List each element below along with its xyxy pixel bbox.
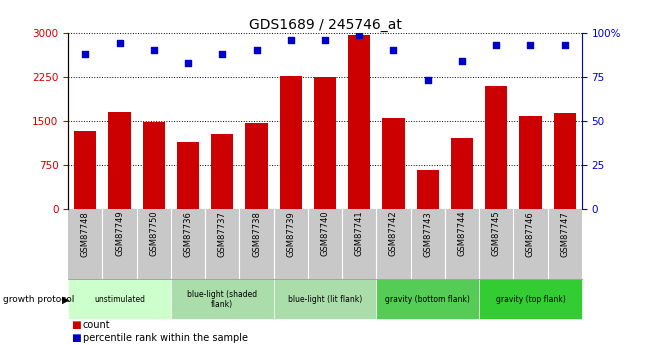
Text: unstimulated: unstimulated <box>94 295 145 304</box>
Text: GSM87745: GSM87745 <box>491 211 500 256</box>
Text: GSM87744: GSM87744 <box>458 211 467 256</box>
Text: GSM87743: GSM87743 <box>423 211 432 257</box>
Point <box>217 51 228 57</box>
Text: GSM87741: GSM87741 <box>355 211 364 256</box>
Text: GSM87736: GSM87736 <box>183 211 192 257</box>
Bar <box>177 142 199 209</box>
Text: ▶: ▶ <box>62 294 70 304</box>
Bar <box>382 118 404 209</box>
Point <box>560 42 570 48</box>
Text: GSM87748: GSM87748 <box>81 211 90 257</box>
Point <box>422 78 433 83</box>
Text: GSM87750: GSM87750 <box>150 211 159 256</box>
Point <box>388 48 398 53</box>
Text: growth protocol: growth protocol <box>3 295 75 304</box>
Text: ■: ■ <box>72 333 81 343</box>
Text: GSM87740: GSM87740 <box>320 211 330 256</box>
Bar <box>451 138 473 209</box>
Bar <box>485 86 507 209</box>
Title: GDS1689 / 245746_at: GDS1689 / 245746_at <box>248 18 402 32</box>
Text: count: count <box>83 320 110 330</box>
Text: percentile rank within the sample: percentile rank within the sample <box>83 333 248 343</box>
Point <box>457 58 467 64</box>
Bar <box>554 112 576 209</box>
Text: GSM87739: GSM87739 <box>286 211 295 257</box>
Point <box>149 48 159 53</box>
Bar <box>280 76 302 209</box>
Bar <box>246 123 268 209</box>
Text: GSM87747: GSM87747 <box>560 211 569 257</box>
Text: ■: ■ <box>72 320 81 330</box>
Point <box>80 51 90 57</box>
Bar <box>74 131 96 209</box>
Text: blue-light (shaded
flank): blue-light (shaded flank) <box>187 289 257 309</box>
Point <box>320 37 330 42</box>
Point <box>252 48 262 53</box>
Point <box>183 60 193 66</box>
Text: GSM87742: GSM87742 <box>389 211 398 256</box>
Text: GSM87738: GSM87738 <box>252 211 261 257</box>
Bar <box>109 112 131 209</box>
Text: GSM87737: GSM87737 <box>218 211 227 257</box>
Text: gravity (bottom flank): gravity (bottom flank) <box>385 295 470 304</box>
Bar <box>314 77 336 209</box>
Text: GSM87749: GSM87749 <box>115 211 124 256</box>
Bar <box>348 35 370 209</box>
Text: blue-light (lit flank): blue-light (lit flank) <box>288 295 362 304</box>
Point <box>285 37 296 42</box>
Bar <box>519 116 541 209</box>
Text: gravity (top flank): gravity (top flank) <box>495 295 566 304</box>
Bar <box>143 122 165 209</box>
Bar <box>417 170 439 209</box>
Point <box>354 32 365 37</box>
Point <box>491 42 501 48</box>
Point <box>525 42 536 48</box>
Bar <box>211 134 233 209</box>
Point <box>114 41 125 46</box>
Text: GSM87746: GSM87746 <box>526 211 535 257</box>
